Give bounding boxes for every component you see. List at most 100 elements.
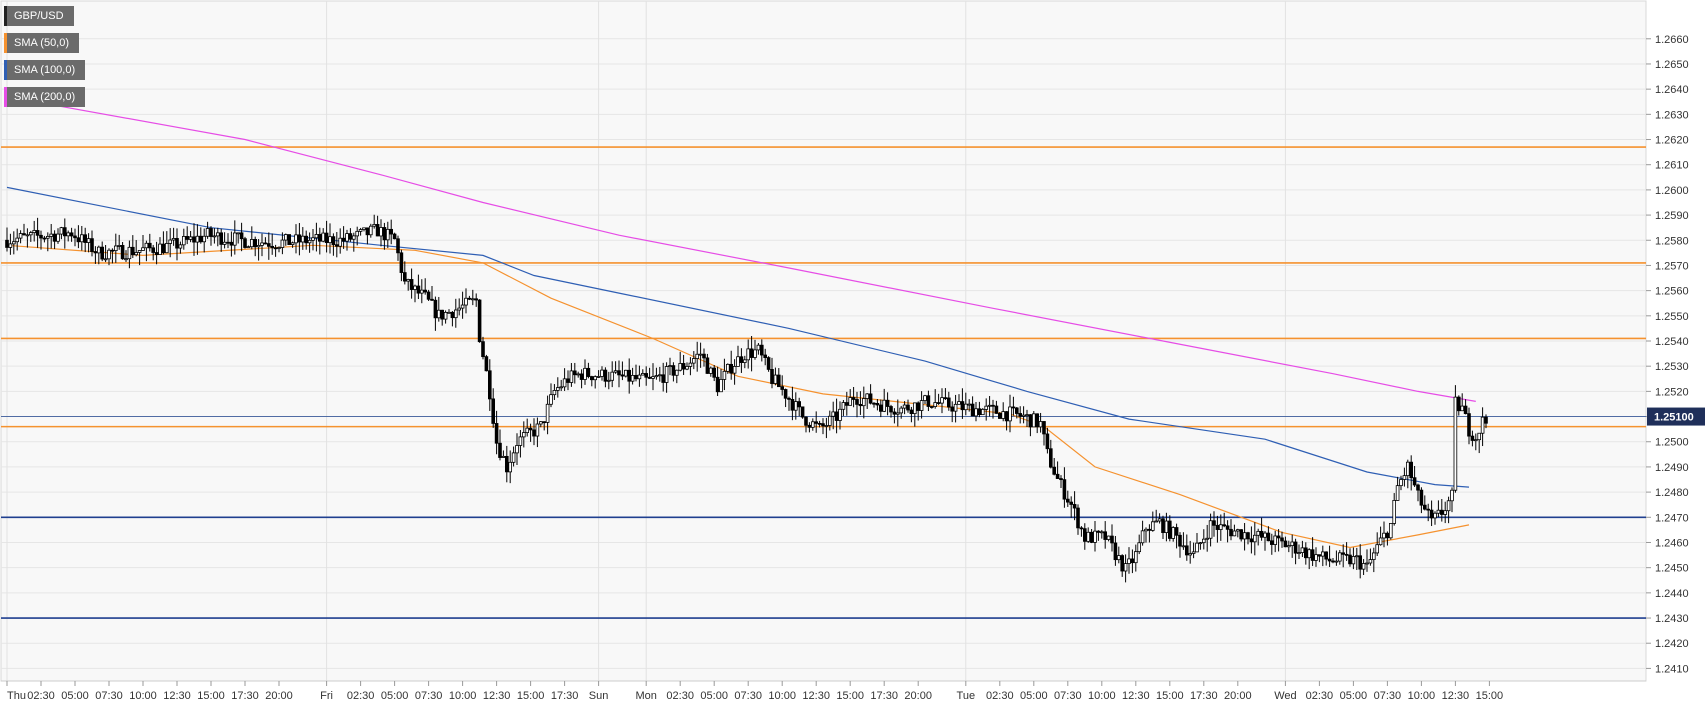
candle-body [66, 232, 71, 237]
candle-body [542, 421, 546, 424]
candle-body [1055, 473, 1060, 479]
candle-body [1195, 542, 1199, 553]
candle-body [236, 232, 241, 235]
candle-body [351, 235, 356, 240]
candle-body [474, 298, 478, 301]
candle-body [743, 359, 747, 363]
candle-body [39, 234, 43, 239]
legend-item-symbol[interactable]: GBP/USD [4, 6, 74, 26]
legend-item-sma-100[interactable]: SMA (100,0) [4, 60, 86, 80]
candle-body [379, 227, 383, 237]
candle-body [511, 452, 516, 463]
candle-body [504, 455, 509, 473]
candle-body [198, 235, 203, 243]
candle-body [712, 367, 716, 378]
candle-body [1392, 499, 1397, 524]
candle-body [11, 241, 16, 245]
x-tick-label: 02:30 [27, 690, 55, 702]
legend-item-sma-200[interactable]: SMA (200,0) [4, 87, 86, 107]
candle-body [899, 407, 903, 414]
candle-body [821, 423, 825, 427]
candle-body [630, 375, 635, 382]
candle-body [1008, 406, 1012, 422]
x-tick-label: Sun [589, 690, 609, 702]
candle-body [392, 233, 397, 240]
candle-body [362, 227, 366, 230]
candle-body [919, 400, 924, 411]
candle-body [947, 397, 951, 408]
legend-item-sma-50[interactable]: SMA (50,0) [4, 33, 80, 53]
candle-body [600, 369, 604, 377]
candle-body [1446, 500, 1451, 512]
candle-body [658, 374, 662, 377]
candle-body [1436, 509, 1441, 514]
candle-body [22, 233, 26, 236]
candle-body [834, 411, 839, 421]
candle-body [1338, 552, 1342, 562]
x-tick-label: 05:00 [1340, 690, 1368, 702]
candle-body [1059, 478, 1063, 481]
candle-body [1467, 413, 1471, 437]
candle-body [780, 386, 784, 390]
candle-body [481, 341, 485, 358]
candle-body [596, 376, 601, 378]
candle-body [1161, 518, 1165, 534]
legend-label: SMA (50,0) [14, 37, 70, 49]
candle-body [253, 239, 258, 248]
candle-body [522, 432, 526, 438]
candle-body [1164, 520, 1169, 534]
candle-body [1344, 553, 1349, 556]
candle-body [270, 245, 274, 249]
y-tick-label: 1.2520 [1655, 386, 1689, 398]
candle-body [930, 406, 934, 408]
candle-body [389, 228, 393, 235]
candle-body [114, 245, 118, 252]
candle-body [525, 427, 529, 433]
candle-body [943, 397, 948, 400]
candle-body [906, 404, 910, 411]
candle-body [164, 243, 169, 254]
x-tick-label: 15:00 [836, 690, 864, 702]
candle-body [1348, 554, 1352, 565]
x-tick-label: 02:30 [986, 690, 1014, 702]
x-tick-label: 02:30 [1306, 690, 1334, 702]
candle-body [1134, 551, 1138, 564]
candle-body [549, 394, 553, 405]
candle-body [249, 239, 254, 248]
y-tick-label: 1.2410 [1655, 663, 1689, 675]
candle-body [1025, 414, 1029, 417]
x-tick-label: 20:00 [1224, 690, 1252, 702]
candle-body [1001, 411, 1005, 419]
candle-body [1457, 396, 1461, 412]
candle-body [1365, 562, 1369, 565]
candle-body [1484, 416, 1488, 424]
candle-body [457, 307, 461, 311]
candle-body [1453, 396, 1458, 491]
candle-body [73, 235, 77, 239]
candle-body [260, 242, 264, 246]
candle-body [539, 421, 543, 425]
candle-body [314, 234, 319, 239]
candle-body [1470, 435, 1475, 441]
candle-body [1378, 537, 1383, 546]
candle-body [501, 455, 506, 458]
x-tick-label: 07:30 [95, 690, 123, 702]
y-tick-label: 1.2560 [1655, 286, 1689, 298]
candle-body [766, 357, 771, 370]
candle-body [845, 402, 849, 406]
candle-body [760, 344, 764, 356]
candle-body [964, 403, 968, 411]
candle-body [603, 369, 608, 382]
candle-body [811, 421, 815, 428]
candle-body [882, 399, 886, 412]
candle-body [1147, 528, 1152, 531]
legend: GBP/USD SMA (50,0) SMA (100,0) SMA (200,… [4, 6, 86, 114]
candle-body [137, 250, 142, 253]
candle-body [1474, 439, 1478, 442]
candle-body [855, 399, 859, 405]
y-tick-label: 1.2650 [1655, 59, 1689, 71]
candle-body [52, 233, 57, 242]
candle-body [1028, 414, 1033, 428]
candle-body [120, 245, 125, 260]
candle-body [1276, 535, 1281, 539]
